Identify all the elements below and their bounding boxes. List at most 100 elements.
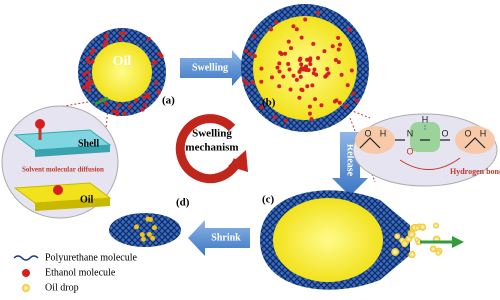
dot <box>354 98 359 103</box>
dot <box>111 109 116 114</box>
dot <box>306 68 311 73</box>
dot <box>147 216 153 222</box>
dot <box>274 20 279 25</box>
dot <box>103 39 108 44</box>
urethane-bg <box>410 122 440 152</box>
dot <box>269 27 274 32</box>
oil-drop <box>419 223 427 231</box>
shrink-arrow <box>188 220 250 256</box>
dot <box>322 49 327 54</box>
dot <box>122 111 127 116</box>
dot <box>153 60 158 65</box>
swelling-arrow <box>180 50 248 86</box>
ethanol-bg <box>355 126 395 154</box>
dot <box>325 66 330 71</box>
dot <box>312 67 317 72</box>
dot <box>316 56 321 61</box>
dot <box>297 95 302 100</box>
dot <box>87 88 92 93</box>
dot <box>339 72 344 77</box>
dot <box>244 48 249 53</box>
atom-label: H <box>480 128 487 138</box>
dot <box>286 62 291 67</box>
dot <box>159 54 164 59</box>
dot <box>299 35 304 40</box>
dot <box>294 27 299 32</box>
dot <box>81 85 86 90</box>
dot <box>289 46 294 51</box>
dot <box>275 65 280 70</box>
dot <box>104 33 109 38</box>
dot <box>309 117 314 122</box>
atom-label: H <box>422 114 429 124</box>
mechanism-text: mechanism <box>185 142 238 154</box>
legend-mesh <box>13 255 39 261</box>
dot <box>250 80 255 85</box>
oil-slab-label: Oil <box>80 194 94 205</box>
dot <box>259 66 264 71</box>
mechanism-text: Swelling <box>192 128 232 140</box>
dot <box>343 104 348 109</box>
dot <box>333 57 338 62</box>
atom-label: H <box>380 128 387 138</box>
dot <box>122 31 127 36</box>
atom-label: O <box>364 128 371 138</box>
dot <box>277 69 282 74</box>
oil-slab-edge <box>35 198 110 211</box>
dot <box>337 100 342 105</box>
mechanism-arrow <box>175 114 243 184</box>
dot <box>332 99 337 104</box>
dot <box>119 31 124 36</box>
oil-drop <box>429 245 437 253</box>
dot <box>303 17 308 22</box>
release-flow-head <box>452 236 464 248</box>
oil-drop <box>408 250 416 259</box>
atom-label: O <box>406 146 413 156</box>
dot <box>326 71 331 76</box>
shell-slab-edge <box>35 145 110 157</box>
oil-drop <box>414 225 420 231</box>
dot <box>349 68 354 73</box>
atom-label: O <box>464 128 471 138</box>
dot <box>305 57 310 62</box>
shell-label: Shell <box>78 138 99 149</box>
dot <box>259 79 264 84</box>
dot <box>86 59 91 64</box>
legend-label: Polyurethane molecule <box>45 252 137 263</box>
legend-label: Ethanol molecule <box>45 267 116 278</box>
dot <box>308 56 313 61</box>
oil-drop <box>391 247 400 256</box>
dot <box>142 95 147 100</box>
dot <box>85 81 90 86</box>
dot <box>277 61 282 66</box>
dot <box>287 67 292 72</box>
dot <box>151 225 157 231</box>
oil-label: Oil <box>113 54 132 69</box>
dot <box>269 75 274 80</box>
dot <box>142 103 147 108</box>
dot <box>330 44 335 49</box>
oil-core-a <box>92 42 152 102</box>
dot <box>146 94 151 99</box>
oil-drop <box>435 250 441 256</box>
label-b: (b) <box>262 97 276 109</box>
dot <box>89 79 94 84</box>
dot <box>299 62 304 67</box>
ethanol-molecule <box>35 119 45 129</box>
legend-label: Oil drop <box>45 282 79 293</box>
dot <box>316 10 321 15</box>
dot <box>288 87 293 92</box>
dot <box>104 101 109 106</box>
dot <box>252 34 257 39</box>
dot <box>336 60 341 65</box>
dot <box>245 81 250 86</box>
label-a: (a) <box>162 95 175 107</box>
hbond-arrow <box>399 157 461 170</box>
dot <box>298 56 303 61</box>
dot <box>82 72 87 77</box>
dot <box>86 70 91 75</box>
oil-drop <box>394 233 401 240</box>
dot <box>139 232 145 238</box>
dot <box>291 73 296 78</box>
